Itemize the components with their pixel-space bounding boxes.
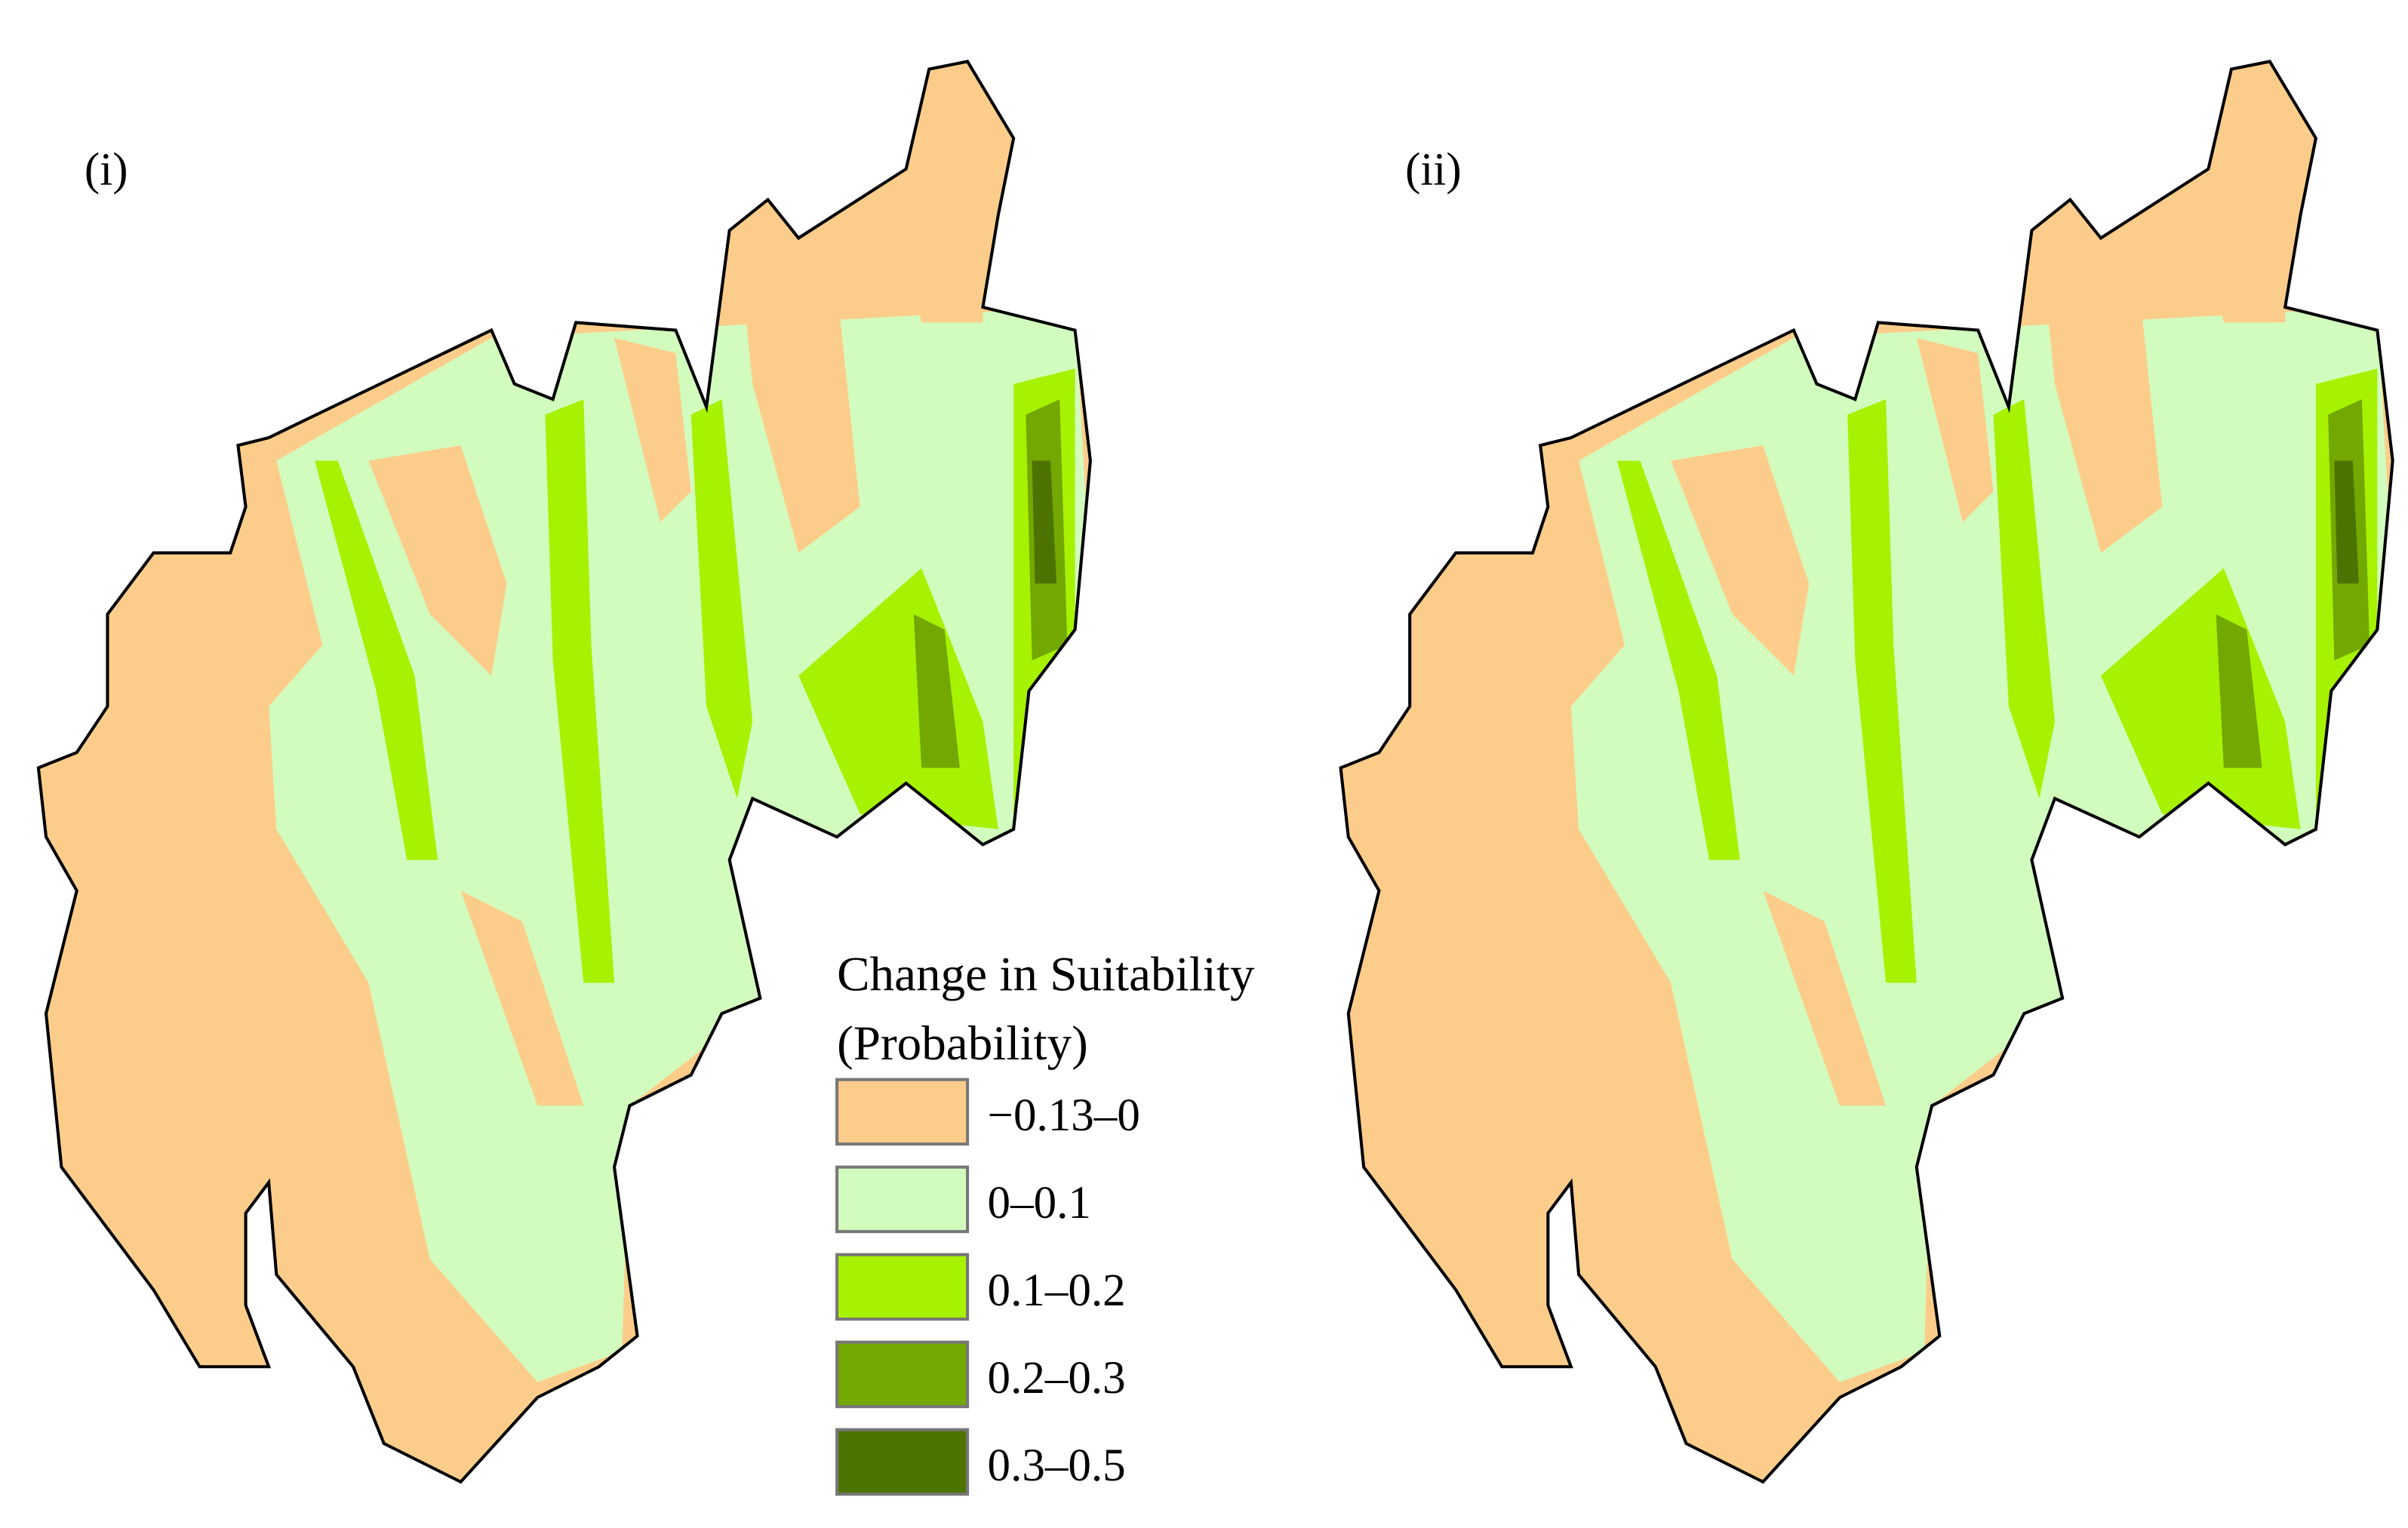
legend-swatch [835, 1253, 970, 1321]
legend-label: 0–0.1 [988, 1178, 1091, 1228]
map-panel-2 [1302, 0, 2408, 1528]
legend: Change in Suitability (Probability) −0.1… [835, 948, 1255, 1496]
legend-swatch [835, 1428, 970, 1496]
panel-label: (ii) [1405, 144, 1462, 195]
legend-label: 0.2–0.3 [988, 1353, 1126, 1403]
legend-swatch [835, 1340, 970, 1409]
panel-label: (i) [85, 144, 128, 195]
legend-subtitle: (Probability) [837, 1016, 1088, 1071]
legend-title: Change in Suitability [837, 948, 1255, 1002]
legend-swatch [835, 1078, 970, 1146]
legend-label: −0.13–0 [988, 1090, 1140, 1141]
legend-label: 0.1–0.2 [988, 1265, 1126, 1316]
legend-swatch [835, 1165, 970, 1234]
legend-label: 0.3–0.5 [988, 1440, 1126, 1491]
